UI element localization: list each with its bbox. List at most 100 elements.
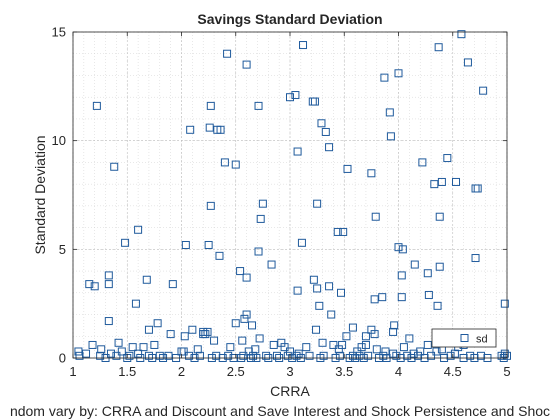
data-point (215, 251, 224, 260)
data-point (325, 143, 334, 152)
data-point (195, 351, 204, 360)
data-point (457, 30, 466, 39)
data-point (114, 338, 123, 347)
data-markers (74, 30, 511, 362)
data-point (471, 254, 480, 263)
data-point (338, 340, 347, 349)
data-point (125, 351, 134, 360)
y-axis-ticks: 0 5 10 15 (52, 25, 507, 366)
data-point (409, 349, 418, 358)
data-point (293, 147, 302, 156)
data-point (294, 349, 303, 358)
data-point (370, 295, 379, 304)
data-point (269, 340, 278, 349)
data-point (110, 162, 119, 171)
data-point (355, 351, 364, 360)
legend-box (431, 328, 497, 348)
x-tick-label: 1.5 (118, 364, 136, 379)
data-point (466, 351, 475, 360)
data-point (104, 271, 113, 280)
data-point (325, 282, 334, 291)
data-point (277, 338, 286, 347)
y-tick-label: 10 (52, 133, 66, 148)
data-point (210, 336, 219, 345)
data-point (255, 334, 264, 343)
data-point (299, 41, 308, 50)
data-point (371, 212, 380, 221)
data-point (427, 351, 436, 360)
data-point (88, 340, 97, 349)
data-point (104, 317, 113, 326)
data-point (231, 160, 240, 169)
data-point (435, 212, 444, 221)
data-point (128, 343, 137, 352)
data-point (181, 240, 190, 249)
data-point (337, 288, 345, 297)
data-point (389, 327, 398, 336)
data-point (399, 343, 408, 352)
x-tick-label: 4 (395, 364, 402, 379)
data-point (242, 60, 251, 69)
data-point (378, 293, 387, 302)
data-point (435, 262, 444, 271)
data-point (434, 43, 443, 52)
data-point (240, 314, 249, 323)
data-point (134, 225, 143, 234)
legend-entry-sd: sd (476, 334, 488, 346)
data-point (254, 101, 263, 110)
data-point (262, 351, 271, 360)
data-point (153, 319, 162, 328)
data-point (144, 325, 153, 334)
data-point (361, 340, 370, 349)
data-point (85, 280, 94, 289)
data-point (437, 177, 446, 186)
data-point (166, 330, 175, 339)
y-axis-label: Standard Deviation (32, 135, 48, 254)
data-point (134, 349, 143, 358)
x-axis-ticks: 1 1.5 2 2.5 3 3.5 4 4.5 5 (69, 32, 511, 379)
data-point (471, 184, 480, 193)
data-point (203, 327, 212, 336)
data-point (309, 275, 318, 284)
data-point (92, 101, 101, 110)
data-point (302, 343, 311, 352)
data-point (385, 108, 394, 117)
data-point (220, 158, 229, 167)
data-point (313, 199, 322, 208)
data-point (186, 125, 195, 134)
data-point (305, 351, 314, 360)
x-tick-label: 5 (503, 364, 510, 379)
data-point (180, 332, 189, 341)
data-point (292, 351, 301, 360)
data-point (361, 332, 370, 341)
data-point (272, 351, 281, 360)
x-tick-label: 4.5 (444, 364, 462, 379)
data-point (321, 127, 330, 136)
data-point (335, 351, 344, 360)
data-point (216, 125, 225, 134)
data-point (90, 282, 99, 291)
data-point (231, 319, 240, 328)
data-point (343, 164, 352, 173)
data-point (97, 345, 106, 354)
data-point (242, 310, 251, 319)
data-point (380, 73, 389, 82)
data-point (82, 349, 91, 358)
data-point (293, 286, 302, 295)
data-point (392, 351, 401, 360)
data-point (397, 293, 406, 302)
data-point (226, 343, 235, 352)
data-point (410, 260, 419, 269)
x-tick-label: 1 (69, 364, 76, 379)
data-point (463, 58, 472, 67)
data-point (424, 290, 433, 299)
data-point (423, 340, 432, 349)
data-point (142, 275, 151, 284)
data-point (106, 349, 115, 358)
data-point (423, 269, 432, 278)
data-point (364, 351, 373, 360)
data-point (256, 214, 265, 223)
legend[interactable]: sd (431, 328, 497, 348)
data-point (446, 351, 455, 360)
